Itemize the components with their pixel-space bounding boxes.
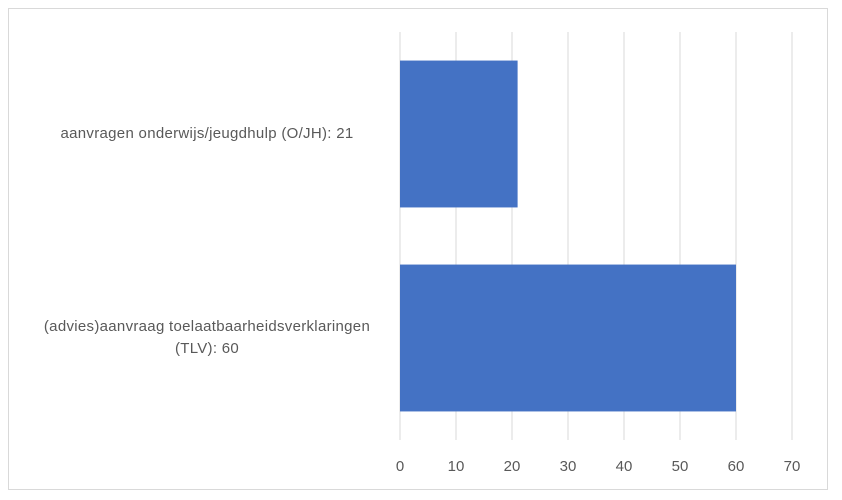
x-tick-label: 30: [560, 458, 577, 475]
x-tick-label: 0: [396, 458, 404, 475]
x-tick-label: 40: [616, 458, 633, 475]
x-tick-label: 20: [504, 458, 521, 475]
y-tick-label: (advies)aanvraag toelaatbaarheidsverklar…: [43, 318, 371, 357]
bar: [400, 60, 518, 208]
bar: [400, 264, 736, 412]
x-tick-label: 50: [672, 458, 689, 475]
x-tick-label: 70: [784, 458, 801, 475]
x-tick-label: 10: [448, 458, 465, 475]
y-tick-label: aanvragen onderwijs/jeugdhulp (O/JH): 21: [60, 125, 354, 142]
x-tick-label: 60: [728, 458, 745, 475]
